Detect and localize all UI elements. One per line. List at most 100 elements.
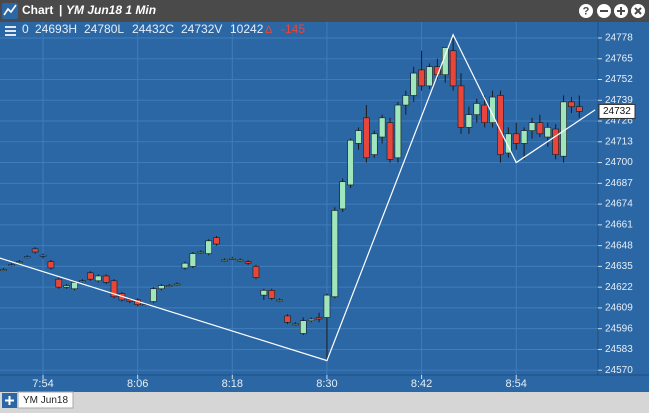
header-stat: 24693H (35, 22, 77, 36)
candle-body (126, 299, 134, 302)
candle-body (173, 283, 181, 286)
chart-title: YM Jun18 1 Min (66, 3, 156, 17)
candle-body (229, 258, 236, 260)
app-name: Chart (22, 3, 53, 17)
candle-body (552, 128, 559, 155)
candle-body (512, 133, 520, 144)
candle-body (505, 133, 512, 154)
header-stat: 24732V (181, 22, 222, 36)
help-button[interactable]: ? (579, 4, 593, 18)
candle-body (520, 130, 528, 144)
candle-body (528, 122, 536, 131)
candle-body (23, 256, 31, 259)
candle-body (0, 269, 7, 271)
change-symbol: Δ (265, 24, 273, 36)
x-tick-label: 8:30 (316, 378, 337, 390)
y-tick-label: 24700 (605, 157, 633, 168)
last-price-label: 24732 (603, 106, 631, 117)
candle-body (16, 261, 23, 263)
candle-body (331, 210, 339, 298)
candle-body (79, 280, 86, 283)
candle-body (426, 66, 433, 87)
tab-bar (0, 392, 649, 413)
y-tick-label: 24635 (605, 261, 633, 272)
menu-button[interactable] (5, 26, 16, 36)
last-price-box (598, 103, 636, 119)
y-tick-label: 24648 (605, 240, 633, 251)
candle-body (378, 117, 386, 138)
candle-body (213, 237, 220, 245)
candle-body (102, 275, 110, 283)
candle-body (150, 288, 157, 302)
minimize-button[interactable] (597, 4, 611, 18)
candle-body (449, 50, 457, 87)
y-tick-label: 24674 (605, 199, 633, 210)
candle-body (63, 285, 70, 288)
tab-label: YM Jun18 (23, 395, 68, 406)
candle-body (410, 72, 417, 96)
y-tick-label: 24596 (605, 323, 633, 334)
x-tick-label: 8:54 (506, 378, 527, 390)
candle-body (473, 103, 481, 115)
candle-body (370, 133, 378, 155)
tab[interactable] (17, 391, 74, 409)
help-icon: ? (583, 5, 590, 17)
candle-body (71, 282, 78, 290)
y-tick-label: 24661 (605, 219, 633, 230)
candle-body (189, 253, 197, 267)
y-tick-label: 24583 (605, 344, 633, 355)
candle-body (576, 106, 583, 112)
candle-body (94, 275, 102, 282)
candle-body (568, 101, 575, 107)
candle-body (481, 104, 488, 123)
candle-body (315, 317, 323, 320)
candle-body (339, 181, 347, 210)
candle-body (363, 117, 370, 159)
x-tick-label: 8:42 (411, 378, 432, 390)
add-tab-button[interactable] (2, 393, 17, 408)
candle-body (418, 69, 425, 87)
candle-body (323, 294, 331, 318)
candle-body (457, 85, 465, 128)
y-tick-label: 24778 (605, 33, 633, 44)
candle-body (299, 320, 307, 334)
y-tick-label: 24739 (605, 95, 633, 106)
x-tick-label: 8:06 (127, 378, 148, 390)
title-bar (0, 0, 649, 22)
candle-body (236, 259, 244, 262)
change-value: -145 (281, 22, 305, 36)
app-icon (2, 3, 18, 19)
header-stat: 24780L (84, 22, 124, 36)
candle-body (276, 299, 283, 302)
candle-body (260, 290, 268, 296)
y-tick-label: 24765 (605, 53, 633, 64)
y-tick-label: 24713 (605, 136, 633, 147)
candle-body (8, 264, 15, 267)
candle-body (394, 104, 402, 159)
candle-body (252, 266, 260, 278)
close-button[interactable] (631, 4, 645, 18)
candle-body (181, 262, 189, 269)
candle-body (221, 259, 228, 262)
candle-body (441, 47, 449, 76)
y-tick-label: 24570 (605, 365, 633, 376)
candle-body (87, 272, 94, 280)
maximize-button[interactable] (614, 4, 628, 18)
candle-body (465, 114, 473, 128)
candle-body (47, 261, 55, 269)
candle-body (39, 254, 47, 257)
header-stat: 0 (22, 22, 29, 36)
candle-body (307, 318, 315, 321)
candle-body (158, 285, 165, 290)
candle-body (536, 122, 544, 135)
y-tick-label: 24726 (605, 116, 633, 127)
x-tick-label: 8:18 (222, 378, 243, 390)
candle-body (55, 278, 63, 288)
title-separator: | (59, 3, 62, 17)
candle-body (244, 261, 252, 264)
candle-body (292, 323, 299, 326)
candle-body (347, 139, 354, 186)
header-stat: 10242 (230, 22, 264, 36)
candle-body (268, 290, 276, 299)
candle-body (386, 122, 394, 160)
